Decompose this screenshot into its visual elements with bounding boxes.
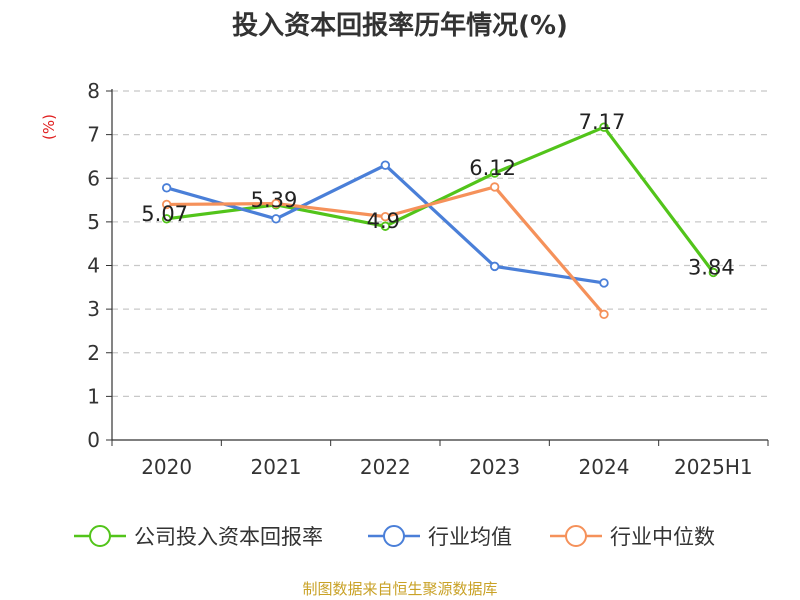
y-tick-label: 2: [87, 341, 100, 365]
data-label: 5.07: [141, 202, 188, 226]
data-label: 4.9: [367, 209, 400, 233]
legend-marker: [383, 525, 405, 547]
y-axis-label: (%): [40, 114, 58, 140]
legend: 公司投入资本回报率 行业均值 行业中位数: [74, 525, 715, 549]
data-label: 7.17: [579, 110, 626, 134]
data-point: [708, 267, 719, 278]
legend-label: 公司投入资本回报率: [134, 525, 323, 549]
x-tick-label: 2023: [469, 455, 520, 479]
series-line: [166, 125, 715, 274]
x-tick-label: 2025H1: [674, 455, 753, 479]
y-tick-label: 8: [87, 79, 100, 103]
legend-marker: [89, 525, 111, 547]
data-point: [489, 261, 500, 272]
data-point: [380, 160, 391, 170]
data-point: [271, 198, 281, 209]
grid-lines: [112, 90, 768, 397]
data-point: [599, 122, 609, 132]
data-point: [161, 199, 172, 210]
data-point: [161, 214, 172, 224]
data-point: [489, 168, 500, 178]
data-point: [489, 182, 500, 192]
data-point: [599, 309, 609, 320]
data-label: 3.84: [688, 255, 735, 279]
y-tick-label: 0: [87, 428, 100, 452]
data-point: [599, 278, 609, 288]
legend-label: 行业均值: [428, 525, 512, 549]
data-label: 5.39: [251, 188, 298, 212]
x-tick-label: 2020: [141, 455, 192, 479]
series-lines: [161, 122, 719, 320]
y-tick-label: 1: [87, 384, 100, 408]
data-label: 6.12: [469, 156, 516, 180]
data-point: [271, 214, 281, 224]
data-point: [161, 183, 172, 193]
chart-title: 投入资本回报率历年情况(%): [232, 11, 568, 41]
data-point: [380, 221, 391, 231]
axes: 0 1 2 3 4 5 6 7 8 2020 2021 2022 2023 2024 2025H1 (%): [40, 79, 769, 479]
source-footer: 制图数据来自恒生聚源数据库: [302, 580, 498, 598]
y-tick-label: 3: [87, 297, 100, 321]
x-tick-label: 2024: [579, 455, 630, 479]
y-tick-label: 4: [87, 254, 100, 278]
y-tick-label: 5: [87, 210, 100, 234]
y-tick-label: 6: [87, 166, 100, 190]
data-point: [380, 211, 391, 222]
y-tick-label: 7: [87, 123, 100, 147]
legend-label: 行业中位数: [610, 525, 715, 549]
x-tick-label: 2022: [360, 455, 411, 479]
x-tick-label: 2021: [251, 455, 302, 479]
legend-marker: [565, 525, 587, 547]
data-labels: 5.07 5.39 4.9 6.12 7.17 3.84: [141, 110, 734, 279]
